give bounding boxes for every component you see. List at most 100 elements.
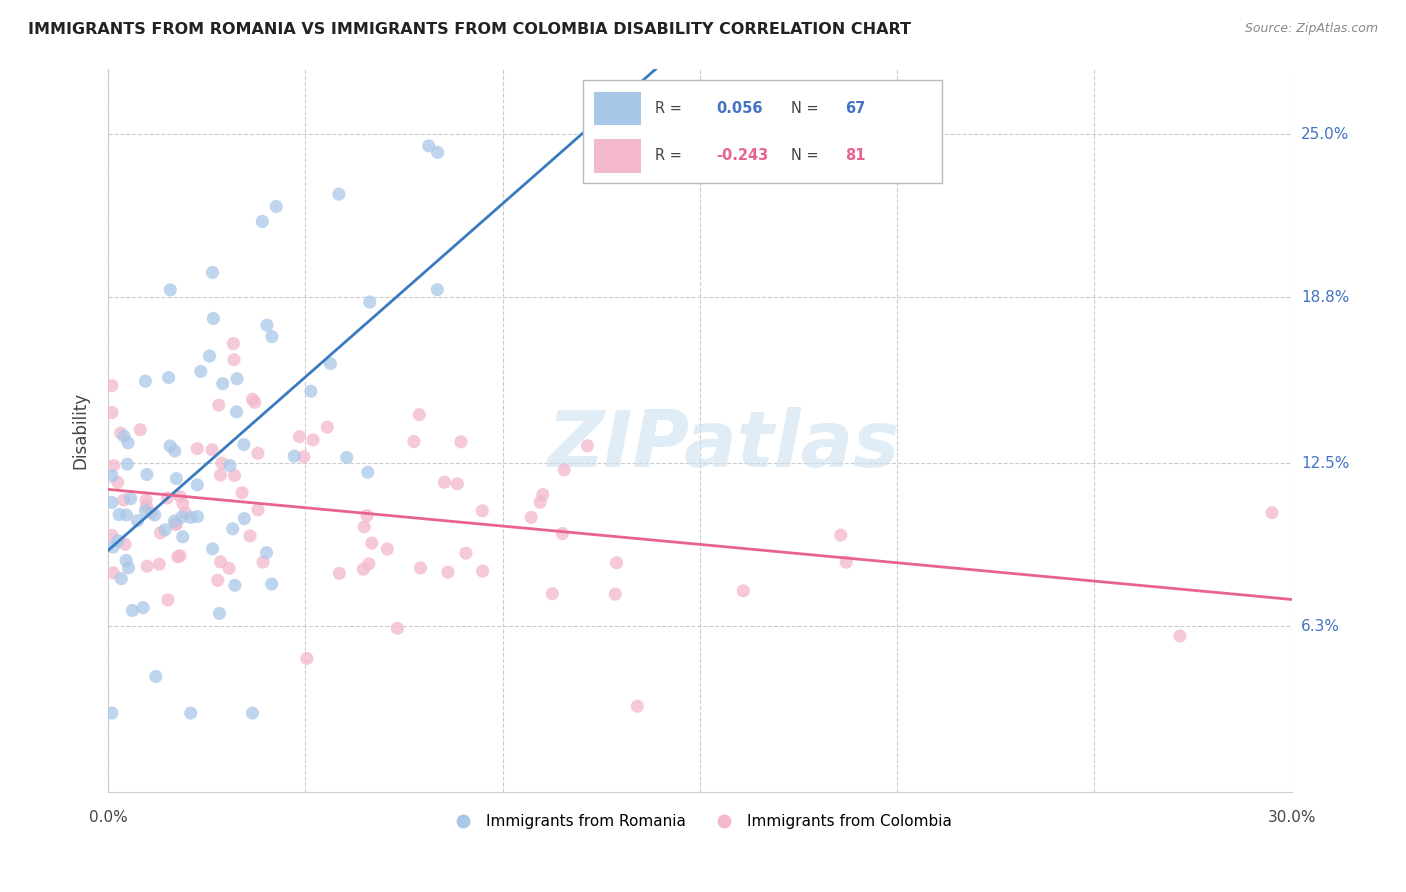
Point [252, 555, 274, 569]
Point [553, 463, 575, 477]
Text: R =: R = [655, 148, 686, 163]
Text: 12.5%: 12.5% [1301, 456, 1350, 471]
Point [110, 572, 132, 586]
Point [165, 517, 187, 532]
Point [260, 577, 283, 591]
Point [101, 468, 124, 483]
Point [207, 574, 229, 588]
Point [115, 508, 138, 522]
Point [302, 433, 325, 447]
Point [454, 546, 477, 560]
Point [103, 540, 125, 554]
Point [357, 465, 380, 479]
Point [107, 475, 129, 490]
Point [172, 497, 194, 511]
Point [180, 510, 202, 524]
Point [209, 555, 232, 569]
Point [446, 476, 468, 491]
Point [121, 603, 143, 617]
Point [202, 311, 225, 326]
Point [256, 318, 278, 333]
Point [153, 523, 176, 537]
Point [165, 517, 187, 532]
Point [529, 495, 551, 509]
Point [201, 265, 224, 279]
Point [143, 508, 166, 522]
Point [101, 528, 124, 542]
Point [576, 439, 599, 453]
Point [132, 600, 155, 615]
Point [224, 468, 246, 483]
Point [135, 467, 157, 482]
Point [231, 485, 253, 500]
Point [136, 559, 159, 574]
Text: 30.0%: 30.0% [1267, 810, 1316, 825]
Point [103, 458, 125, 473]
Point [437, 565, 460, 579]
FancyBboxPatch shape [583, 80, 942, 183]
Point [359, 295, 381, 310]
Legend: Immigrants from Romania, Immigrants from Colombia: Immigrants from Romania, Immigrants from… [441, 808, 957, 835]
Point [156, 491, 179, 505]
Point [433, 475, 456, 490]
Point [169, 490, 191, 504]
Text: Source: ZipAtlas.com: Source: ZipAtlas.com [1244, 22, 1378, 36]
Point [226, 372, 249, 386]
Point [225, 405, 247, 419]
Point [114, 537, 136, 551]
Point [159, 439, 181, 453]
Point [260, 329, 283, 343]
Point [157, 370, 180, 384]
Point [145, 669, 167, 683]
Text: R =: R = [655, 101, 686, 116]
Text: 0.056: 0.056 [716, 101, 762, 116]
Point [134, 374, 156, 388]
Point [186, 509, 208, 524]
Point [256, 546, 278, 560]
Point [117, 457, 139, 471]
Point [292, 450, 315, 464]
Point [357, 557, 380, 571]
Point [418, 139, 440, 153]
Point [222, 336, 245, 351]
Point [170, 510, 193, 524]
Point [120, 491, 142, 506]
Point [112, 493, 135, 508]
Point [221, 522, 243, 536]
Point [602, 101, 624, 115]
Point [1261, 506, 1284, 520]
FancyBboxPatch shape [595, 139, 641, 173]
Text: N =: N = [792, 148, 824, 163]
Point [180, 706, 202, 720]
Text: 18.8%: 18.8% [1301, 290, 1350, 305]
Point [222, 352, 245, 367]
Point [165, 472, 187, 486]
Point [830, 528, 852, 542]
Point [246, 503, 269, 517]
Point [232, 437, 254, 451]
Point [471, 564, 494, 578]
Point [471, 504, 494, 518]
Point [169, 549, 191, 563]
Point [835, 555, 858, 569]
Point [353, 520, 375, 534]
Point [208, 398, 231, 412]
Point [110, 426, 132, 441]
Point [219, 458, 242, 473]
Text: N =: N = [792, 101, 824, 116]
Point [402, 434, 425, 449]
Point [149, 525, 172, 540]
Point [101, 495, 124, 509]
Point [107, 533, 129, 548]
Point [375, 542, 398, 557]
Point [328, 566, 350, 581]
Point [159, 283, 181, 297]
Point [288, 430, 311, 444]
Point [101, 378, 124, 392]
Point [450, 434, 472, 449]
Point [108, 508, 131, 522]
Point [295, 651, 318, 665]
Point [246, 446, 269, 460]
Text: 81: 81 [845, 148, 866, 163]
Point [134, 504, 156, 518]
